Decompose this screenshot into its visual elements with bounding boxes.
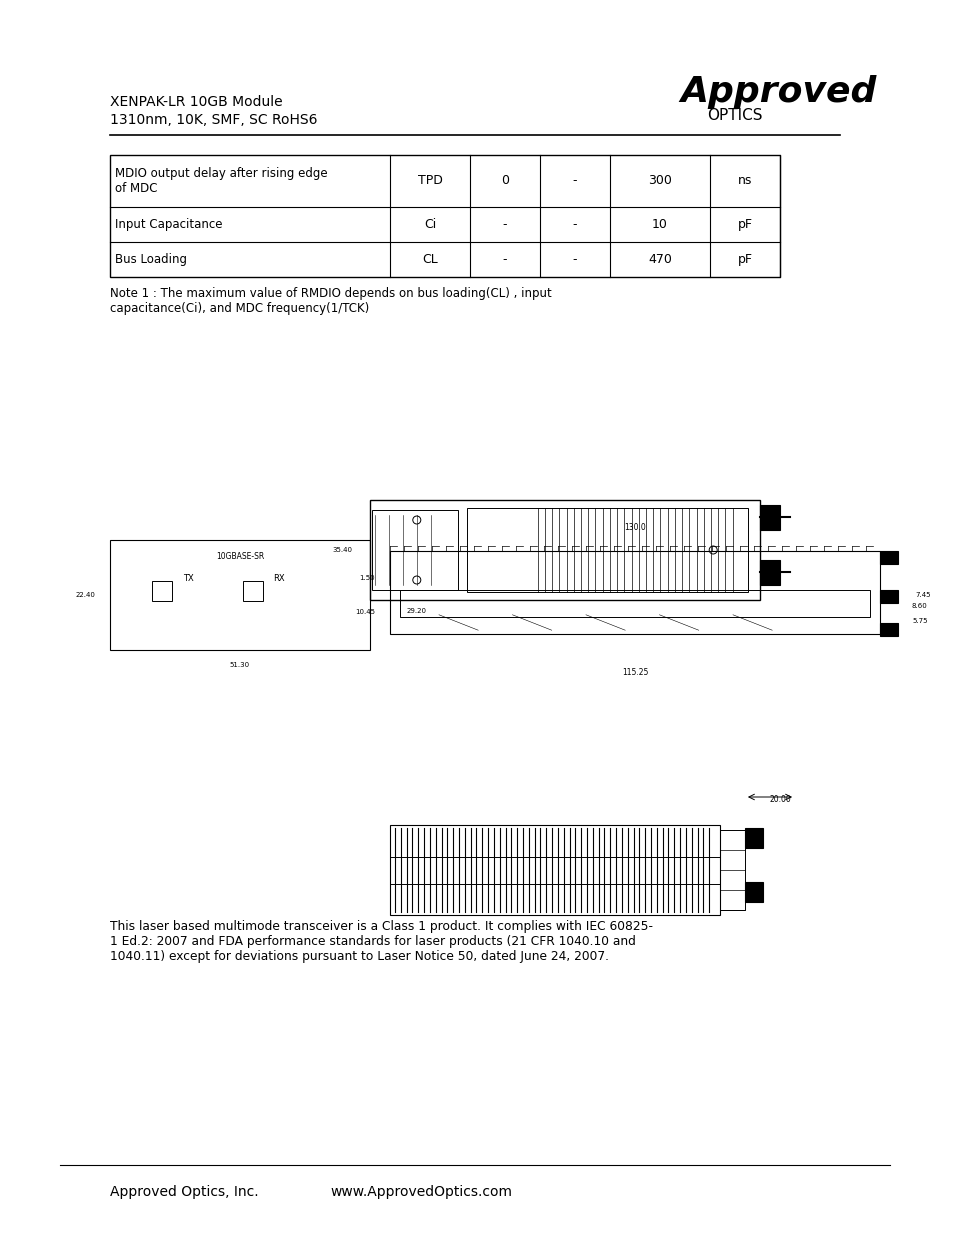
Text: 10: 10 bbox=[652, 219, 667, 231]
Bar bbox=[760, 505, 780, 530]
Text: 51.30: 51.30 bbox=[230, 662, 250, 668]
Text: 470: 470 bbox=[647, 253, 671, 266]
Text: Note 1 : The maximum value of RMDIO depends on bus loading(CL) , input
capacitan: Note 1 : The maximum value of RMDIO depe… bbox=[110, 287, 551, 315]
Text: 7.45: 7.45 bbox=[914, 592, 929, 598]
Text: www.ApprovedOptics.com: www.ApprovedOptics.com bbox=[330, 1186, 512, 1199]
Text: 10GBASE-SR: 10GBASE-SR bbox=[215, 552, 264, 561]
Bar bbox=[760, 559, 780, 585]
Text: MDIO output delay after rising edge
of MDC: MDIO output delay after rising edge of M… bbox=[115, 167, 327, 195]
Text: -: - bbox=[572, 219, 577, 231]
Bar bbox=[879, 589, 897, 603]
Text: -: - bbox=[502, 253, 507, 266]
Text: -: - bbox=[572, 253, 577, 266]
Text: TX: TX bbox=[182, 574, 193, 583]
Bar bbox=[390, 825, 720, 915]
Text: 5.75: 5.75 bbox=[911, 618, 926, 624]
Text: TPD: TPD bbox=[417, 174, 442, 188]
Text: 29.20: 29.20 bbox=[406, 608, 426, 614]
Text: RX: RX bbox=[273, 574, 285, 583]
Text: 130.0: 130.0 bbox=[623, 522, 645, 532]
Text: 20.00: 20.00 bbox=[768, 795, 790, 804]
Text: This laser based multimode transceiver is a Class 1 product. It complies with IE: This laser based multimode transceiver i… bbox=[110, 920, 652, 963]
Text: XENPAK-LR 10GB Module: XENPAK-LR 10GB Module bbox=[110, 95, 282, 109]
Text: Approved Optics, Inc.: Approved Optics, Inc. bbox=[110, 1186, 258, 1199]
Text: Ci: Ci bbox=[423, 219, 436, 231]
Bar bbox=[467, 508, 747, 592]
Bar bbox=[744, 882, 762, 902]
Text: -: - bbox=[572, 174, 577, 188]
Text: pF: pF bbox=[737, 219, 752, 231]
Text: pF: pF bbox=[737, 253, 752, 266]
Bar bbox=[744, 827, 762, 847]
Bar bbox=[243, 580, 263, 600]
Bar bbox=[720, 830, 744, 910]
Text: 115.25: 115.25 bbox=[621, 668, 647, 677]
Bar bbox=[879, 551, 897, 564]
Text: 8.60: 8.60 bbox=[911, 603, 926, 609]
Text: -: - bbox=[502, 219, 507, 231]
Text: Approved: Approved bbox=[679, 75, 876, 109]
Text: Input Capacitance: Input Capacitance bbox=[115, 219, 222, 231]
Text: CL: CL bbox=[421, 253, 437, 266]
Text: 1.50: 1.50 bbox=[359, 576, 375, 582]
Bar bbox=[879, 622, 897, 636]
Bar bbox=[110, 156, 780, 277]
Text: 35.40: 35.40 bbox=[332, 547, 352, 553]
Text: OPTICS: OPTICS bbox=[706, 107, 762, 124]
Text: ns: ns bbox=[737, 174, 751, 188]
Text: 0: 0 bbox=[500, 174, 509, 188]
Text: 300: 300 bbox=[647, 174, 671, 188]
Bar bbox=[152, 580, 172, 600]
Bar bbox=[110, 540, 370, 650]
Text: 22.40: 22.40 bbox=[75, 592, 95, 598]
Text: 10.45: 10.45 bbox=[355, 609, 375, 615]
Bar bbox=[399, 589, 869, 618]
Bar bbox=[372, 510, 457, 590]
Bar bbox=[370, 500, 760, 600]
Text: Bus Loading: Bus Loading bbox=[115, 253, 187, 266]
Bar bbox=[390, 551, 879, 634]
Text: 1310nm, 10K, SMF, SC RoHS6: 1310nm, 10K, SMF, SC RoHS6 bbox=[110, 112, 317, 127]
